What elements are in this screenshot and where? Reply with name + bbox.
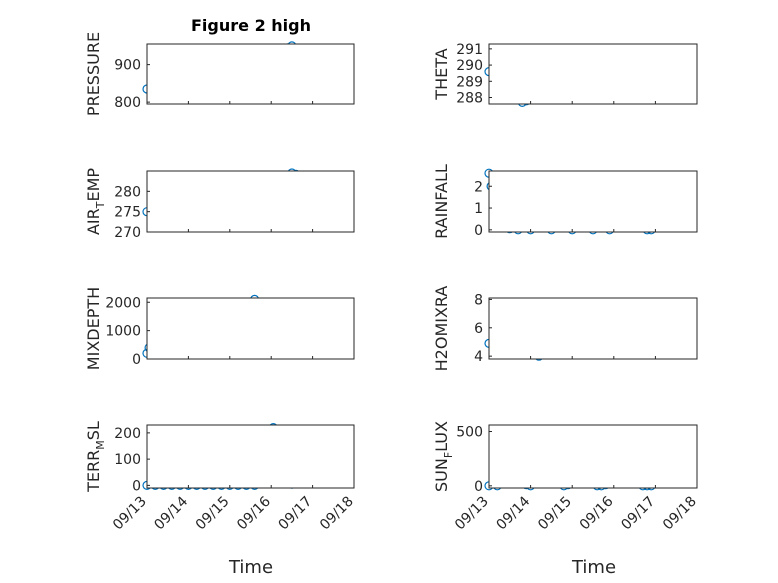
- y-axis-label: AIRTEMP: [84, 168, 107, 235]
- x-axis-label-right: Time: [571, 557, 616, 578]
- y-tick-label: 0: [132, 352, 141, 368]
- y-axis-label: RAINFALL: [432, 164, 451, 239]
- x-tick-label: 09/14: [151, 493, 191, 533]
- y-tick-label: 280: [114, 184, 141, 200]
- y-tick-label: 291: [456, 42, 483, 58]
- axes-box: [488, 424, 698, 489]
- x-tick-label: 09/15: [535, 494, 575, 534]
- y-tick-label: 500: [456, 425, 483, 441]
- x-tick-label: 09/16: [234, 493, 274, 533]
- y-tick-label: 800: [114, 95, 141, 111]
- y-axis-label: TERRMSL: [84, 421, 107, 493]
- subplot-air-temp: 270 275 280 AIRTEMP: [84, 168, 355, 241]
- y-tick-label: 0: [474, 223, 483, 239]
- y-tick-label: 900: [114, 58, 141, 74]
- axes-box: [488, 297, 698, 360]
- y-tick-label: 0: [132, 478, 141, 494]
- subplot-sun-flux: 0 500 09/13 09/14 09/15 09/16 09/17 09/18 SUNFLU…: [432, 421, 700, 533]
- x-tick-label: 09/15: [193, 494, 233, 534]
- y-tick-label: 288: [456, 91, 483, 107]
- y-tick-label: 2000: [105, 295, 141, 311]
- y-tick-label: 275: [114, 205, 141, 221]
- axes-box: [488, 43, 698, 105]
- subplot-pressure: 800 900 PRESSURE: [84, 32, 355, 116]
- y-tick-label: 290: [456, 58, 483, 74]
- y-axis-label: MIXDEPTH: [84, 287, 103, 370]
- y-tick-label: 2: [474, 179, 483, 195]
- axes-box: [146, 424, 355, 489]
- y-tick-label: 1000: [105, 324, 141, 340]
- x-tick-label: 09/17: [618, 494, 658, 534]
- y-tick-label: 6: [474, 321, 483, 337]
- subplot-rainfall: 0 1 2 RAINFALL: [432, 164, 698, 239]
- x-tick-label: 09/18: [660, 494, 700, 534]
- y-tick-label: 1: [474, 201, 483, 217]
- y-axis-label: SUNFLUX: [432, 421, 455, 492]
- subplot-h2omixra: 4 6 8 H2OMIXRA: [432, 286, 698, 372]
- figure-title: Figure 2 high: [191, 16, 311, 35]
- x-tick-label: 09/17: [276, 494, 316, 534]
- axes-box: [488, 170, 698, 233]
- y-tick-label: 0: [474, 479, 483, 495]
- x-tick-label: 09/13: [452, 494, 492, 534]
- axes-box: [146, 43, 355, 105]
- y-tick-label: 200: [114, 426, 141, 442]
- x-tick-label: 09/13: [110, 494, 150, 534]
- y-axis-label: PRESSURE: [84, 32, 103, 116]
- y-tick-label: 8: [474, 292, 483, 308]
- x-tick-label: 09/14: [494, 493, 534, 533]
- y-tick-label: 270: [114, 225, 141, 241]
- x-tick-label: 09/16: [577, 493, 617, 533]
- y-axis-label: THETA: [432, 48, 451, 100]
- y-tick-label: 289: [456, 74, 483, 90]
- x-tick-label: 09/18: [317, 494, 357, 534]
- x-axis-label-left: Time: [228, 557, 273, 578]
- axes-box: [146, 297, 355, 360]
- y-tick-label: 100: [114, 452, 141, 468]
- axes-box: [146, 170, 355, 233]
- y-tick-label: 4: [474, 349, 483, 365]
- subplot-terr-msl: 0 100 200 09/13 09/14 09/15 09/16 09/17 09/18 TER…: [84, 421, 357, 533]
- y-axis-label: H2OMIXRA: [432, 286, 451, 372]
